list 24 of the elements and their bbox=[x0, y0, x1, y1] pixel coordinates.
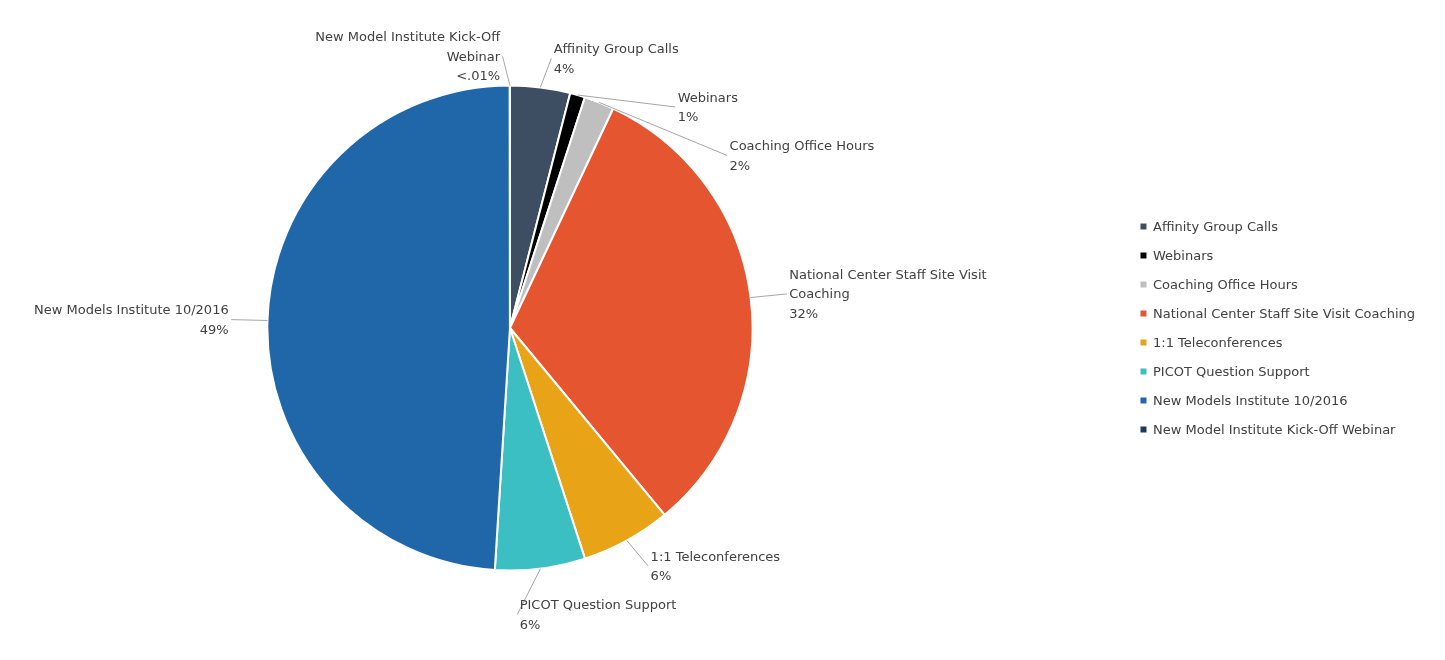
slice-label: Webinars bbox=[677, 89, 739, 105]
slice-label: Affinity Group Calls bbox=[553, 41, 679, 57]
legend-label: Coaching Office Hours bbox=[1152, 276, 1298, 292]
slice-label: National Center Staff Site Visit Coaching bbox=[789, 266, 987, 302]
legend-label: National Center Staff Site Visit Coaching bbox=[1152, 305, 1415, 321]
data-label: 49% bbox=[199, 321, 229, 337]
data-label: <.01% bbox=[456, 68, 501, 84]
data-label: 1% bbox=[677, 109, 699, 125]
data-label: 4% bbox=[553, 60, 575, 76]
legend-label: New Models Institute 10/2016 bbox=[1152, 392, 1348, 408]
slice-label: New Model Institute Kick-Off Webinar bbox=[315, 29, 502, 64]
slice-label: New Models Institute 10/2016 bbox=[34, 302, 229, 318]
slice-label: 1:1 Teleconferences bbox=[650, 548, 781, 564]
slice-label: PICOT Question Support bbox=[519, 597, 677, 613]
data-label: 2% bbox=[729, 157, 751, 173]
legend-label: Webinars bbox=[1152, 247, 1214, 263]
legend-label: 1:1 Teleconferences bbox=[1152, 334, 1283, 350]
data-label: 6% bbox=[519, 616, 541, 632]
data-label: 32% bbox=[789, 305, 819, 321]
slice-label: Coaching Office Hours bbox=[729, 138, 875, 154]
legend-label: Affinity Group Calls bbox=[1152, 218, 1278, 234]
legend-label: New Model Institute Kick-Off Webinar bbox=[1152, 421, 1396, 437]
data-label: 6% bbox=[650, 568, 672, 584]
legend-label: PICOT Question Support bbox=[1152, 363, 1310, 379]
